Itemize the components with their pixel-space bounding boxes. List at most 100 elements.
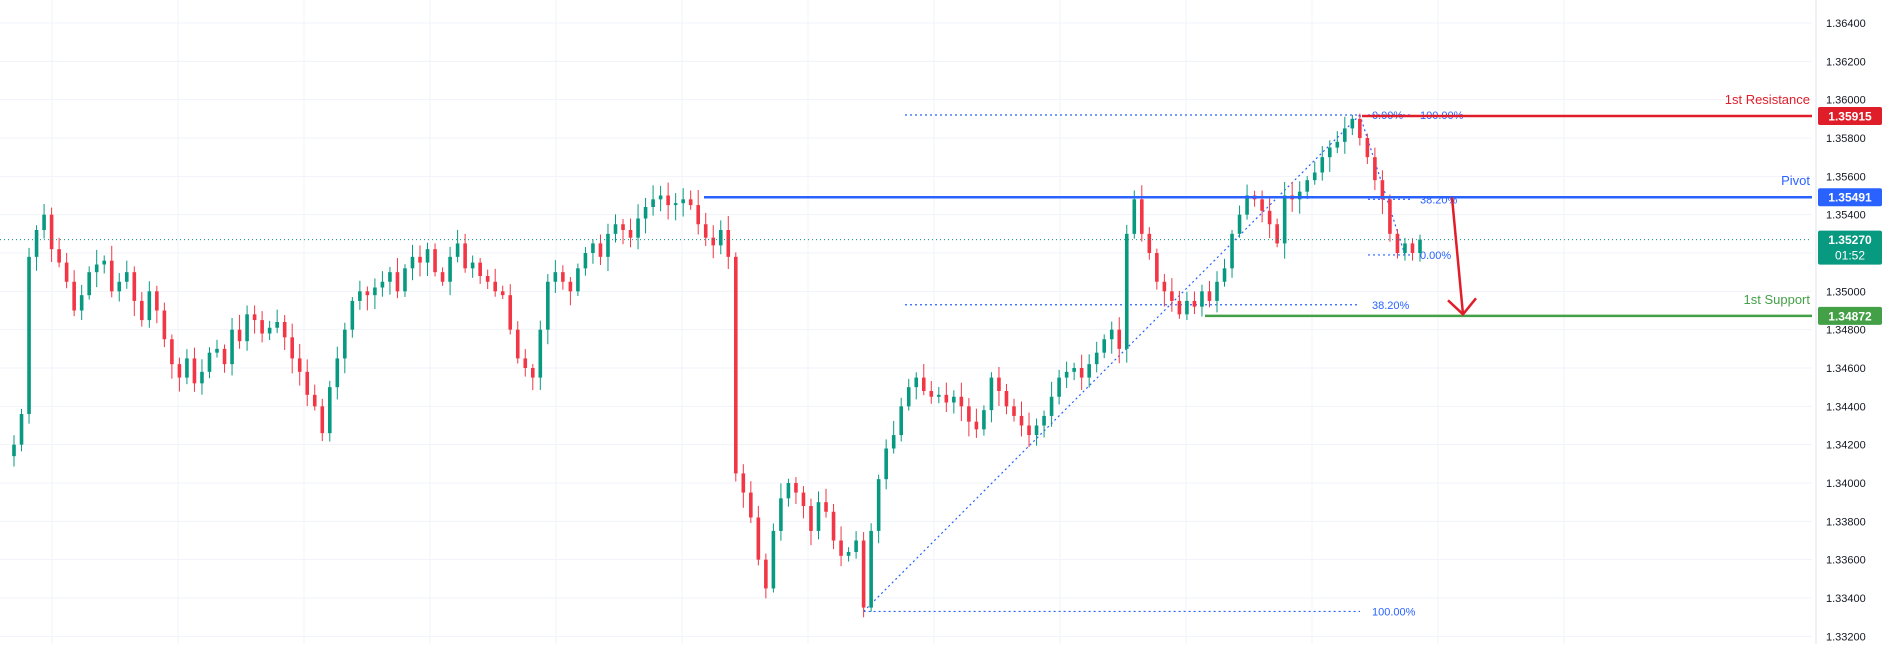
candle-body: [1004, 391, 1009, 407]
candle-body: [696, 205, 701, 225]
candle-body: [711, 237, 716, 246]
candle-body: [1222, 268, 1227, 282]
candle-body: [786, 483, 791, 499]
candle-body: [1200, 291, 1204, 307]
candle-body: [598, 243, 603, 257]
candle-body: [230, 329, 234, 365]
candle-body: [658, 195, 663, 200]
candle-body: [906, 387, 911, 407]
level-lines: 1st Resistance Pivot 1st Support: [0, 92, 1812, 318]
grid-lines: [0, 0, 1812, 644]
candle-body: [1380, 180, 1385, 200]
candle-body: [726, 230, 731, 257]
candle-body: [19, 414, 24, 445]
candle-body: [1305, 180, 1310, 192]
candle-body: [485, 276, 490, 282]
candle-body: [42, 214, 46, 230]
candle-body: [1282, 195, 1287, 244]
projection-arrow-head: [1447, 297, 1477, 317]
candle-body: [410, 256, 415, 269]
y-tick-label: 1.35800: [1826, 133, 1866, 145]
y-tick-label: 1.35600: [1826, 171, 1866, 183]
candle-body: [515, 329, 520, 359]
candle-body: [27, 256, 31, 414]
current-price-tag: [1818, 230, 1882, 265]
candle-body: [1109, 329, 1114, 340]
candle-body: [1192, 300, 1197, 307]
candle-body: [448, 256, 452, 282]
y-tick-label: 1.36200: [1826, 56, 1866, 68]
candle-body: [1388, 199, 1392, 234]
candle-body: [343, 329, 347, 359]
candle-body: [861, 540, 866, 608]
candle-body: [576, 268, 580, 292]
candle-body: [185, 358, 189, 378]
candle-body: [1260, 199, 1264, 211]
candle-body: [801, 492, 806, 506]
candle-body: [1042, 415, 1046, 426]
candle-body: [794, 483, 798, 493]
y-tick-label: 1.36400: [1826, 18, 1866, 30]
candle-body: [876, 479, 881, 531]
candle-body: [1124, 233, 1129, 349]
candle-body: [245, 314, 249, 342]
candle-body: [997, 377, 1001, 391]
candle-body: [952, 396, 956, 403]
candle-body: [613, 224, 618, 234]
candle-body: [290, 337, 294, 359]
candle-body: [1237, 214, 1242, 234]
candle-body: [944, 394, 949, 403]
candle-body: [1102, 339, 1107, 353]
fib-level-label: 38.20%: [1372, 300, 1410, 312]
candle-body: [884, 448, 888, 480]
candle-body: [132, 272, 137, 301]
candle-body: [335, 358, 340, 388]
candle-body: [1155, 253, 1159, 282]
candle-body: [64, 262, 69, 282]
candle-body: [643, 207, 648, 219]
candle-body: [440, 272, 445, 282]
candle-body: [546, 281, 550, 330]
candle-body: [854, 540, 858, 552]
candle-body: [1418, 239, 1422, 253]
candle-body: [1335, 141, 1340, 148]
candle-body: [523, 358, 528, 368]
candle-body: [681, 199, 685, 204]
candle-body: [1365, 138, 1370, 158]
candle-body: [373, 287, 377, 296]
candle-body: [591, 243, 595, 253]
y-tick-label: 1.34000: [1826, 478, 1866, 490]
candle-body: [628, 230, 633, 238]
y-tick-label: 1.34200: [1826, 440, 1866, 452]
y-tick-label: 1.35000: [1826, 286, 1866, 298]
candle-body: [1327, 147, 1332, 158]
candle-body: [1034, 425, 1039, 436]
candle-body: [561, 272, 565, 282]
candle-body: [94, 264, 99, 273]
candle-body: [418, 256, 422, 263]
candle-body: [252, 314, 257, 321]
candle-body: [1230, 233, 1234, 269]
candle-body: [57, 249, 61, 263]
candle-body: [1267, 210, 1272, 225]
candle-body: [1177, 300, 1182, 315]
candle-body: [1320, 157, 1325, 173]
candle-body: [1358, 118, 1362, 138]
candle-body: [1049, 396, 1054, 416]
candle-body: [568, 281, 573, 292]
candle-body: [771, 530, 776, 589]
candle-body: [87, 272, 91, 296]
candle-body: [177, 364, 182, 378]
candle-body: [1027, 425, 1031, 436]
y-tick-label: 1.34400: [1826, 401, 1866, 413]
candle-body: [530, 368, 535, 378]
candle-body: [222, 348, 227, 365]
y-tick-label: 1.34800: [1826, 325, 1866, 337]
candle-body: [756, 517, 761, 560]
candle-body: [192, 358, 197, 384]
level-price-label: 1.35491: [1828, 191, 1872, 205]
candle-body: [1132, 199, 1137, 234]
y-tick-label: 1.33200: [1826, 631, 1866, 643]
